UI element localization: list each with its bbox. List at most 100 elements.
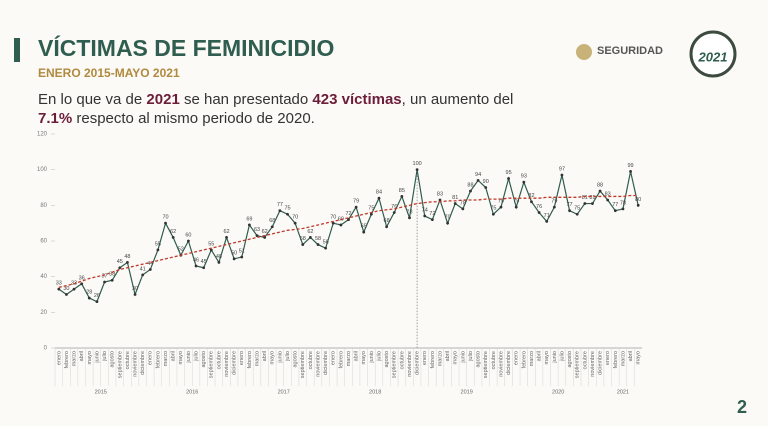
x-tick-label: octubre	[216, 351, 222, 369]
title: VÍCTIMAS DE FEMINICIDIO	[38, 34, 334, 61]
data-label: 83	[605, 191, 611, 197]
point	[331, 221, 335, 225]
x-tick-label: septiembre	[209, 351, 215, 378]
point	[476, 178, 480, 182]
data-label: 48	[216, 254, 222, 260]
x-tick-label: enero	[422, 351, 428, 365]
data-label: 95	[506, 170, 512, 176]
data-label: 75	[368, 206, 374, 212]
data-label: 88	[597, 183, 603, 189]
data-label: 74	[422, 207, 428, 213]
x-tick-label: diciembre	[598, 351, 604, 375]
y-tick-label: 80	[40, 203, 47, 209]
badge	[689, 30, 737, 78]
x-tick-label: diciembre	[140, 351, 146, 375]
x-tick-label: febrero	[338, 351, 344, 368]
x-tick-label: julio	[193, 351, 199, 362]
logo-text: SEGURIDAD	[597, 45, 663, 57]
point	[308, 236, 312, 239]
x-tick-label: abril	[79, 351, 85, 361]
x-tick-label: septiembre	[575, 351, 581, 378]
data-label: 79	[551, 199, 557, 205]
point	[87, 296, 91, 300]
data-label: 51	[239, 249, 245, 255]
x-tick-label: agosto	[201, 351, 207, 368]
data-label: 85	[399, 188, 405, 194]
x-tick-label: octubre	[491, 351, 497, 369]
data-label: 60	[185, 232, 191, 238]
year-label: 2016	[186, 389, 198, 395]
point	[545, 219, 549, 223]
data-label: 41	[140, 266, 146, 272]
point	[339, 223, 343, 227]
x-tick-label: enero	[56, 351, 62, 365]
point	[110, 278, 114, 282]
data-label: 55	[155, 241, 161, 247]
x-tick-label: mayo	[361, 351, 367, 364]
point	[438, 198, 442, 202]
point	[484, 186, 488, 189]
point	[507, 177, 510, 180]
data-label: 45	[117, 259, 123, 265]
point	[164, 221, 167, 225]
data-label: 77	[277, 202, 283, 208]
year-label: 2021	[617, 389, 629, 395]
x-tick-label: enero	[331, 351, 337, 365]
x-tick-label: diciembre	[232, 351, 238, 375]
title-bar	[14, 38, 20, 62]
x-tick-label: agosto	[384, 351, 390, 368]
x-tick-label: marzo	[254, 351, 260, 366]
data-label: 65	[361, 224, 367, 230]
data-label: 81	[589, 195, 595, 201]
point	[514, 205, 518, 209]
x-tick-label: marzo	[163, 351, 169, 366]
data-label: 72	[345, 211, 351, 217]
data-label: 26	[94, 293, 100, 299]
data-label: 81	[582, 195, 588, 201]
point	[301, 243, 305, 246]
point	[263, 236, 267, 239]
data-label: 45	[201, 259, 207, 265]
point	[583, 202, 587, 205]
data-label: 50	[231, 250, 237, 256]
data-label: 97	[559, 166, 565, 172]
point	[385, 225, 389, 229]
data-label: 93	[521, 174, 527, 180]
data-label: 73	[406, 209, 412, 215]
data-label: 48	[124, 254, 130, 260]
data-label: 75	[574, 206, 580, 212]
x-tick-label: enero	[514, 351, 520, 365]
x-tick-label: junio	[186, 351, 192, 364]
y-tick-label: 0	[44, 346, 48, 352]
point	[72, 287, 76, 291]
point	[171, 236, 175, 239]
point	[522, 180, 526, 184]
data-label: 75	[490, 206, 496, 212]
x-tick-label: noviembre	[224, 351, 230, 377]
data-label: 52	[178, 247, 184, 253]
summary-text: respecto al mismo periodo de 2020.	[72, 110, 315, 127]
point	[408, 216, 411, 220]
data-label: 62	[223, 229, 229, 235]
data-label: 79	[353, 199, 359, 205]
data-label: 88	[467, 183, 473, 189]
point	[286, 212, 289, 216]
badge-text: 2021	[698, 49, 728, 64]
point	[141, 273, 145, 277]
data-label: 79	[498, 199, 504, 205]
y-tick-label: 120	[37, 132, 48, 138]
x-tick-label: septiembre	[117, 351, 123, 378]
x-tick-label: julio	[376, 351, 382, 362]
data-label: 55	[208, 241, 214, 247]
point	[369, 212, 373, 216]
data-label: 70	[445, 215, 451, 221]
x-tick-label: octubre	[399, 351, 405, 369]
x-tick-label: mayo	[544, 351, 550, 364]
data-label: 62	[307, 229, 313, 235]
point	[530, 200, 533, 204]
year-label: 2019	[461, 389, 473, 395]
point	[65, 293, 68, 296]
data-label: 80	[635, 197, 641, 203]
point	[293, 221, 297, 225]
